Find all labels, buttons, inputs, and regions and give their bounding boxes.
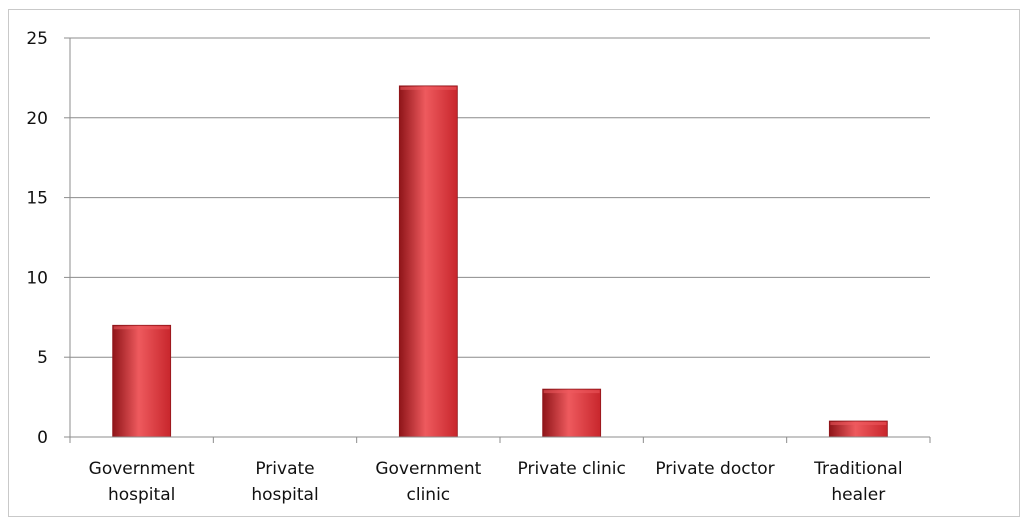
bar (112, 324, 172, 438)
x-category-label: Private hospital (251, 459, 318, 505)
x-category-label-line: Private clinic (518, 459, 626, 479)
x-category-label: Government hospital (89, 459, 195, 505)
x-category-label-line: hospital (108, 485, 175, 505)
x-category-label-line: Government (89, 459, 195, 479)
x-category-label-line: Private (255, 459, 314, 479)
x-category-label-line: Traditional (813, 459, 903, 479)
bar-highlight (830, 422, 887, 426)
x-category-label: Traditional healer (813, 459, 903, 505)
labels: 0 5 10 15 20 25 Government hospital Private hospi… (26, 29, 902, 505)
y-tick-label: 10 (26, 268, 48, 288)
y-tick-label: 15 (26, 189, 48, 209)
y-tick-label: 20 (26, 109, 48, 129)
axes (64, 37, 931, 443)
x-category-label-line: clinic (407, 485, 451, 505)
bar (542, 388, 602, 438)
x-category-label: Private clinic (518, 459, 626, 479)
x-category-label-line: hospital (251, 485, 318, 505)
bar (398, 85, 458, 438)
bar-highlight (400, 86, 457, 90)
gridlines (70, 37, 930, 358)
y-tick-label: 5 (37, 348, 48, 368)
x-category-label-line: Government (375, 459, 481, 479)
x-category-label-line: Private doctor (655, 459, 774, 479)
bar-highlight (113, 326, 170, 330)
x-category-label: Private doctor (655, 459, 774, 479)
x-category-label-line: healer (831, 485, 885, 505)
x-category-label: Government clinic (375, 459, 481, 505)
y-tick-label: 25 (26, 29, 48, 49)
bars (112, 85, 888, 438)
y-tick-label: 0 (37, 428, 48, 448)
bar-highlight (543, 390, 600, 394)
